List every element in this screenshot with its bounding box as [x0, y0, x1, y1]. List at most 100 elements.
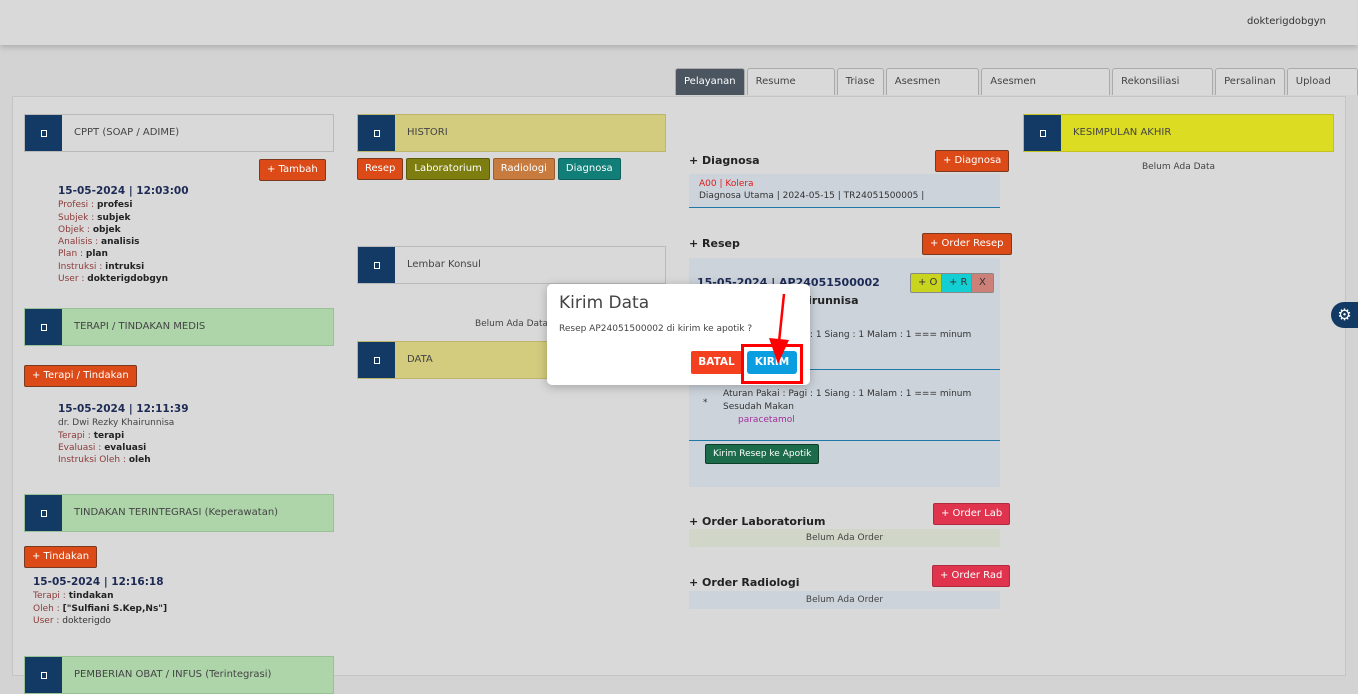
tab-rekonsiliasi-obat[interactable]: Rekonsiliasi Obat: [1112, 68, 1214, 113]
kirim-resep-button[interactable]: Kirim Resep ke Apotik: [705, 444, 820, 464]
order-rad-button[interactable]: + Order Rad: [932, 565, 1011, 587]
square-icon: [25, 115, 62, 151]
label: Evaluasi :: [58, 442, 105, 453]
gear-icon[interactable]: ⚙: [1331, 302, 1358, 328]
dialog-message: Resep AP24051500002 di kirim ke apotik ?: [559, 324, 753, 334]
value: plan: [85, 249, 108, 260]
resep-heading: + Resep: [689, 237, 740, 250]
tindakan-entry: 15-05-2024 | 12:16:18 Terapi : tindakan …: [33, 576, 167, 627]
order-lab-button[interactable]: + Order Lab: [933, 503, 1011, 525]
card-title: CPPT (SOAP / ADIME): [74, 127, 180, 138]
histori-lab-button[interactable]: Laboratorium: [406, 158, 490, 180]
label: Terapi :: [58, 430, 94, 441]
label: User :: [58, 274, 88, 285]
entry-date: 15-05-2024 | 12:11:39: [58, 403, 189, 415]
label: Analisis :: [58, 237, 102, 248]
value: dokterigdobgyn: [87, 274, 169, 285]
entry-date: 15-05-2024 | 12:03:00: [58, 185, 189, 197]
add-terapi-button[interactable]: + Terapi / Tindakan: [24, 365, 137, 387]
label: Subjek :: [58, 212, 98, 223]
tab-upload-file[interactable]: Upload File: [1286, 68, 1358, 113]
histori-resep-button[interactable]: Resep: [357, 158, 404, 180]
tab-triase[interactable]: Triase: [836, 68, 884, 95]
tab-pelayanan[interactable]: Pelayanan: [675, 68, 745, 95]
batal-button[interactable]: BATAL: [691, 351, 742, 374]
konsul-empty: Belum Ada Data: [474, 319, 549, 329]
histori-radiologi-button[interactable]: Radiologi: [492, 158, 555, 180]
square-icon: [1024, 115, 1061, 151]
pemberian-obat-card[interactable]: PEMBERIAN OBAT / INFUS (Terintegrasi): [24, 656, 334, 694]
top-bar: dokterigdobgyn: [0, 0, 1358, 45]
item-rule: Aturan Pakai : Pagi : 1 Siang : 1 Malam …: [723, 389, 972, 412]
cppt-card[interactable]: CPPT (SOAP / ADIME): [24, 114, 334, 152]
label: Plan :: [58, 249, 86, 260]
doctor-name: dr. Dwi Rezky Khairunnisa: [58, 418, 175, 429]
arrow-annotation: [769, 293, 789, 364]
kesimpulan-card[interactable]: KESIMPULAN AKHIR: [1023, 114, 1334, 152]
label: Profesi :: [58, 200, 97, 211]
item-drug: paracetamol: [738, 415, 795, 425]
dialog-title: Kirim Data: [559, 293, 650, 313]
tab-asesmen-keperawatan[interactable]: Asesmen Keperawatan: [981, 68, 1111, 113]
konsul-card[interactable]: Lembar Konsul: [357, 246, 666, 284]
lab-heading: + Order Laboratorium: [689, 515, 826, 528]
rad-heading: + Order Radiologi: [689, 576, 800, 589]
diagnosa-item: A00 | Kolera Diagnosa Utama | 2024-05-15…: [689, 174, 1000, 208]
label: Instruksi :: [58, 261, 106, 272]
card-title: Lembar Konsul: [407, 259, 481, 270]
value: oleh: [128, 455, 151, 466]
bullet: *: [703, 398, 708, 408]
label: Terapi :: [33, 591, 69, 602]
value: profesi: [96, 200, 133, 211]
card-title: TINDAKAN TERINTEGRASI (Keperawatan): [74, 507, 279, 518]
add-tindakan-button[interactable]: + Tindakan: [24, 546, 98, 568]
label: Oleh :: [33, 603, 63, 614]
label: Objek :: [58, 224, 93, 235]
delete-resep-button[interactable]: X: [971, 273, 994, 293]
value: ["Sulfiani S.Kep,Ns"]: [62, 603, 168, 614]
label: User :: [33, 615, 63, 626]
add-diagnosa-button[interactable]: + Diagnosa: [935, 150, 1010, 172]
card-title: PEMBERIAN OBAT / INFUS (Terintegrasi): [74, 669, 272, 680]
cppt-entry: 15-05-2024 | 12:03:00 Profesi : profesi …: [58, 185, 189, 285]
square-icon: [25, 657, 62, 693]
square-icon: [358, 342, 395, 378]
value: terapi: [93, 430, 125, 441]
terapi-card[interactable]: TERAPI / TINDAKAN MEDIS: [24, 308, 334, 346]
square-icon: [358, 247, 395, 283]
add-cppt-button[interactable]: + Tambah: [259, 159, 326, 181]
tab-persalinan[interactable]: Persalinan: [1215, 68, 1285, 95]
entry-date: 15-05-2024 | 12:16:18: [33, 576, 164, 588]
card-title: HISTORI: [407, 127, 448, 138]
tab-bar: Pelayanan Resume Medis Triase Asesmen Me…: [675, 68, 1358, 113]
label: Instruksi Oleh :: [58, 455, 129, 466]
square-icon: [25, 495, 62, 531]
order-resep-button[interactable]: + Order Resep: [922, 233, 1012, 255]
user-name[interactable]: dokterigdobgyn: [1247, 16, 1326, 27]
rad-empty: Belum Ada Order: [689, 591, 1000, 609]
value: dokterigdo: [62, 615, 111, 626]
main-panel: [12, 96, 1346, 676]
histori-diagnosa-button[interactable]: Diagnosa: [557, 158, 621, 180]
value: intruksi: [105, 261, 145, 272]
card-title: TERAPI / TINDAKAN MEDIS: [74, 321, 206, 332]
value: tindakan: [68, 591, 114, 602]
lab-empty: Belum Ada Order: [689, 529, 1000, 547]
tab-resume-medis[interactable]: Resume Medis: [746, 68, 835, 113]
kesimpulan-empty: Belum Ada Data: [1141, 162, 1216, 172]
value: objek: [92, 224, 121, 235]
kirim-button[interactable]: KIRIM: [747, 351, 797, 374]
diagnosa-detail: Diagnosa Utama | 2024-05-15 | TR24051500…: [699, 191, 925, 201]
histori-card[interactable]: HISTORI: [357, 114, 666, 152]
histori-buttons: Resep Laboratorium Radiologi Diagnosa: [357, 158, 621, 180]
card-title: KESIMPULAN AKHIR: [1073, 127, 1172, 138]
square-icon: [358, 115, 395, 151]
tindakan-card[interactable]: TINDAKAN TERINTEGRASI (Keperawatan): [24, 494, 334, 532]
value: evaluasi: [104, 442, 147, 453]
square-icon: [25, 309, 62, 345]
tab-asesmen-medis[interactable]: Asesmen Medis: [885, 68, 980, 113]
terapi-entry: 15-05-2024 | 12:11:39 dr. Dwi Rezky Khai…: [58, 403, 189, 466]
diagnosa-code: A00 | Kolera: [699, 179, 754, 189]
diagnosa-heading: + Diagnosa: [689, 154, 760, 167]
value: subjek: [97, 212, 131, 223]
